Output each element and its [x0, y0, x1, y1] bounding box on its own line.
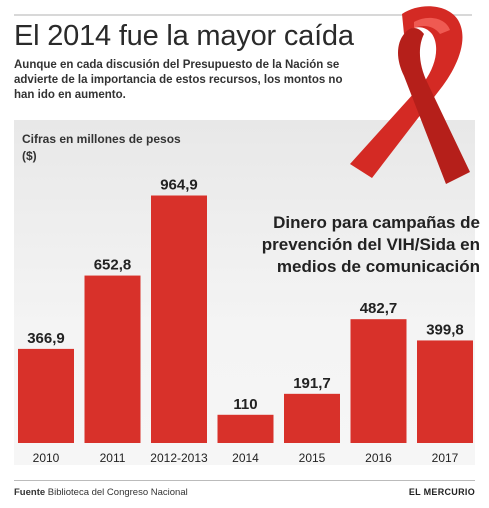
value-label-2017: 399,8: [426, 321, 464, 338]
x-tick-label-2017: 2017: [432, 451, 459, 465]
subtitle: Aunque en cada discusión del Presupuesto…: [14, 59, 343, 101]
source-credit: Fuente Biblioteca del Congreso Nacional: [14, 487, 188, 498]
bars-group: [18, 195, 473, 443]
publisher-brand: EL MERCURIO: [408, 487, 475, 497]
value-label-2016: 482,7: [360, 300, 398, 317]
bar-2017: [417, 340, 473, 443]
x-tick-label-2012-2013: 2012-2013: [150, 451, 208, 465]
red-ribbon-icon: [350, 6, 470, 184]
x-tick-label-2016: 2016: [365, 451, 392, 465]
value-label-2014: 110: [233, 396, 257, 413]
x-tick-label-2011: 2011: [100, 451, 126, 465]
source-label: Fuente: [14, 487, 46, 498]
footer-rule: [14, 480, 475, 481]
x-tick-label-2015: 2015: [299, 451, 326, 465]
bar-2010: [18, 348, 74, 443]
bar-2012-2013: [151, 195, 207, 443]
value-label-2015: 191,7: [293, 375, 331, 392]
unit-label: Cifras en millones de pesos ($): [22, 132, 181, 163]
value-label-2012-2013: 964,9: [160, 177, 198, 194]
page-title: El 2014 fue la mayor caída: [14, 20, 354, 52]
bar-2016: [350, 319, 407, 443]
chart-heading: Dinero para campañas de prevención del V…: [261, 213, 480, 276]
x-tick-label-2010: 2010: [33, 451, 60, 465]
bar-2015: [284, 393, 340, 443]
value-label-2010: 366,9: [27, 330, 65, 347]
source-text: Biblioteca del Congreso Nacional: [47, 487, 188, 498]
x-tick-label-2014: 2014: [232, 451, 259, 465]
bar-2011: [84, 275, 141, 443]
top-rule: [14, 14, 472, 16]
value-labels-group: 366,9 652,8 964,9 110 191,7 482,7 399,8: [27, 177, 464, 413]
value-label-2011: 652,8: [94, 257, 132, 274]
bar-2014: [217, 414, 274, 443]
x-tick-labels-group: 2010 2011 2012-2013 2014 2015 2016 2017: [33, 451, 459, 465]
